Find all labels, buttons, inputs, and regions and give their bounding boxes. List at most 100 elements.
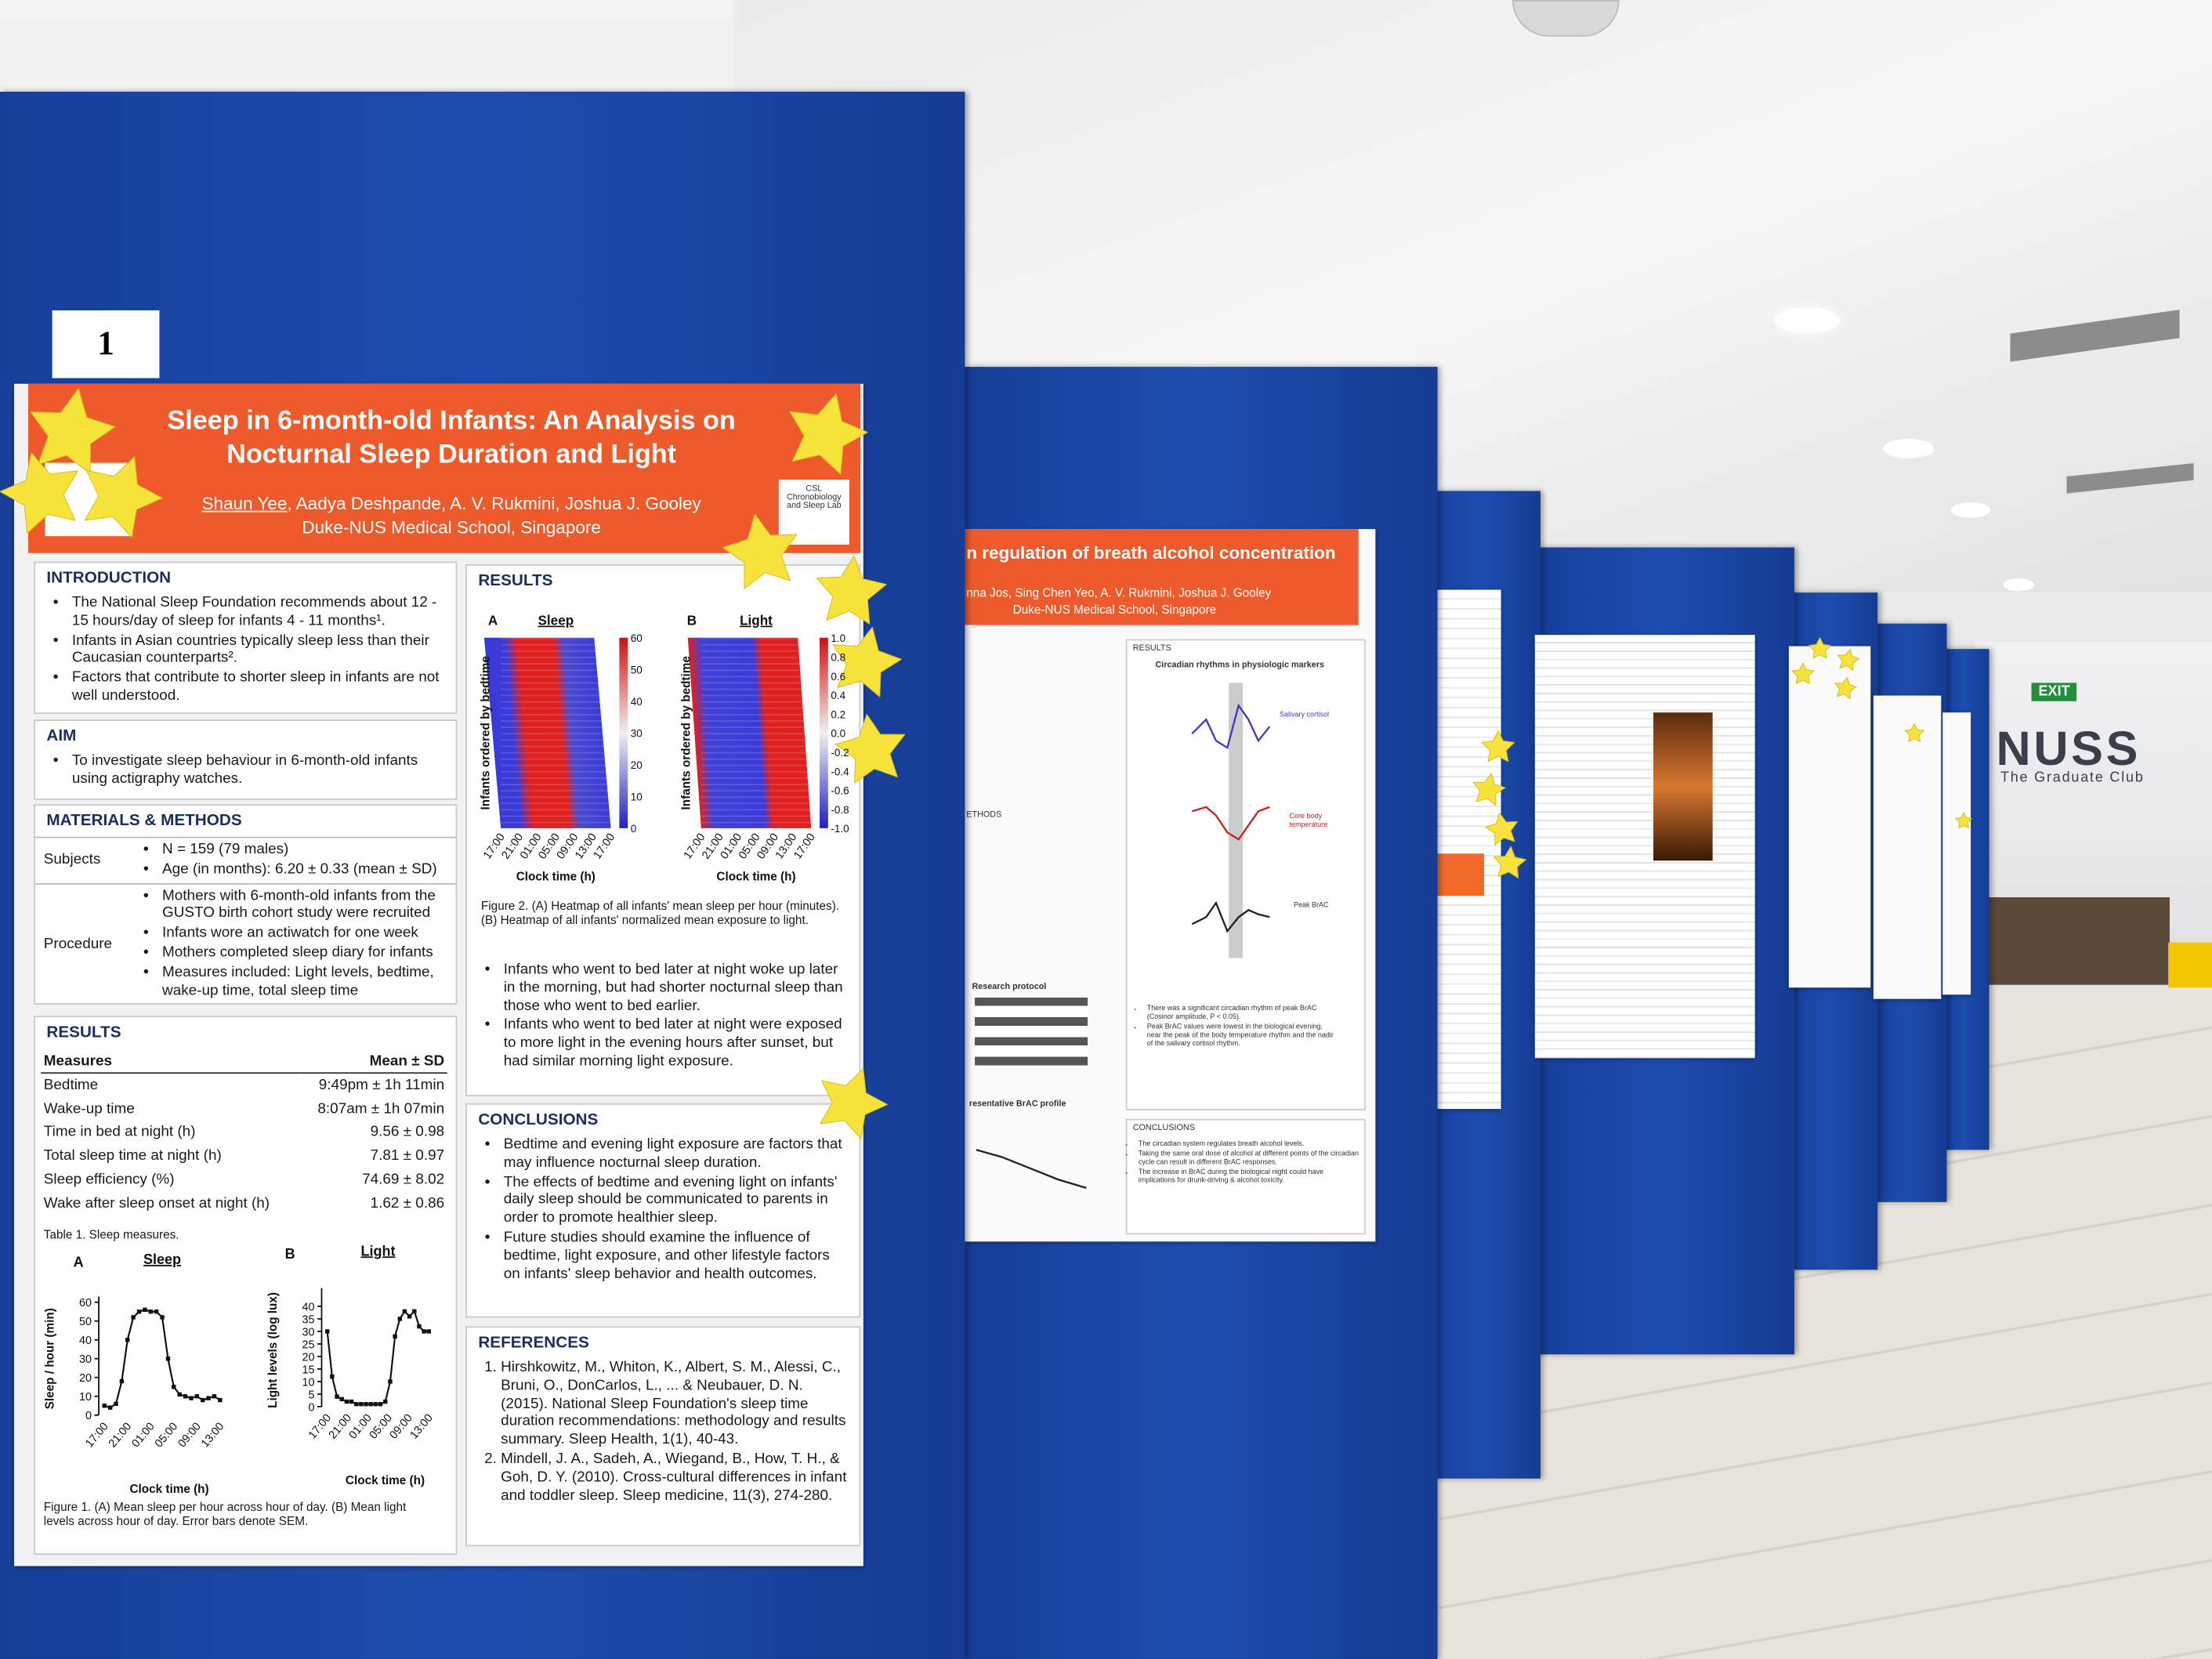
x-tick-label: 13:00 [199,1420,226,1450]
results-text: There was a significant circadian rhythm… [1135,1005,1347,1050]
heatmap-noise [501,758,611,760]
y-tick-label: 20 [302,1351,314,1364]
data-point [417,1324,422,1329]
data-point [131,1315,136,1320]
table-cell: Bedtime [43,1076,99,1093]
heatmap-noise [701,739,812,741]
star-sticker [0,452,78,534]
heatmap-noise [501,707,611,709]
heatmap-noise [701,733,812,735]
x-tick-label: 01:00 [347,1412,375,1442]
data-point [426,1329,432,1334]
heatmap-noise [501,676,611,678]
results-bullets: Infants who went to bed later at night w… [467,961,862,1072]
data-point [422,1329,426,1334]
heatmap-noise [701,777,812,779]
y-tick-label: 20 [79,1372,92,1385]
far-poster [1873,695,1942,999]
conclusions-box: CONCLUSIONS Bedtime and evening light ex… [465,1103,861,1318]
data-point [114,1401,118,1407]
figure-title: Circadian rhythms in physiologic markers [1155,661,1325,671]
list-item: The circadian system regulates breath al… [1139,1140,1361,1149]
conclusions-panel: CONCLUSIONS The circadian system regulat… [1125,1118,1366,1235]
data-point [364,1402,368,1407]
data-point [165,1357,171,1361]
colorbar-tick-label: -0.2 [831,747,849,759]
trace [976,1149,1087,1190]
data-point [125,1338,130,1342]
ceiling-light [2003,578,2035,592]
section-heading: INTRODUCTION [46,570,172,587]
star-sticker [1808,637,1831,659]
colorbar-tick-label: 20 [631,759,643,771]
star-sticker [722,513,798,589]
y-tick-label: 0 [85,1410,92,1422]
far-poster [1942,712,1971,995]
colorbar-tick-label: 60 [631,632,643,644]
heatmap-noise [501,809,611,811]
heatmap-noise [701,758,812,760]
star-sticker [1472,773,1506,806]
colorbar-tick-label: -0.6 [831,785,849,797]
table-cell: Wake after sleep onset at night (h) [43,1194,270,1212]
heatmap-noise [501,701,611,703]
ceiling-light [1950,502,1991,518]
star-sticker [1837,648,1860,672]
list-item: The National Sleep Foundation recommends… [72,594,444,630]
x-tick-label: 09:00 [387,1412,415,1442]
heatmap-noise [701,707,812,709]
star-sticker [84,456,163,538]
star-sticker [1485,812,1519,846]
panel-title: Sleep [538,614,574,628]
conclusions-bullets: The circadian system regulates breath al… [1128,1140,1373,1186]
data-line [103,1309,221,1409]
heatmap-noise [501,637,611,639]
panel-letter: A [74,1255,84,1270]
x-tick-label: 21:00 [327,1412,354,1442]
colorbar-tick-label: -0.8 [831,804,849,816]
introduction-box: INTRODUCTION The National Sleep Foundati… [34,561,458,714]
heatmap-noise [501,777,611,779]
heatmap-noise [701,770,812,773]
table-header: Measures Mean ± SD [41,1051,447,1074]
table-cell: 7.81 ± 0.97 [370,1147,445,1165]
other-authors: , Aadya Deshpande, A. V. Rukmini, Joshua… [287,494,701,514]
data-point [324,1329,330,1334]
heatmap-noise [501,796,611,799]
star-stickers [0,388,1972,1139]
data-point [359,1402,364,1407]
data-point [354,1402,359,1407]
colorbar-tick-label: 0.2 [831,708,845,720]
trace [1191,806,1270,841]
methods-heading: ETHODS [966,811,1002,820]
conclusions-bullets: Bedtime and evening light exposure are f… [467,1136,860,1283]
list-item: Bedtime and evening light exposure are f… [504,1136,848,1172]
data-point [388,1379,393,1384]
x-tick-label: 21:00 [107,1420,134,1450]
heatmap-noise [701,650,812,652]
list-item: N = 159 (79 males) [162,841,444,859]
data-point [218,1397,223,1403]
data-point [378,1402,383,1407]
colorbar-tick-label: -0.4 [831,766,849,777]
x-tick-label: 09:00 [176,1420,203,1450]
list-item: Age (in months): 6.20 ± 0.33 (mean ± SD) [162,860,444,878]
heatmap-noise [501,726,611,728]
data-point [212,1394,217,1399]
methods-box: MATERIALS & METHODS Subjects N = 159 (79 … [34,804,458,1005]
table-cell: Total sleep time at night (h) [43,1147,222,1165]
heatmap-noise [501,745,611,748]
heatmap-noise [501,821,611,824]
heatmap-noise [701,682,812,684]
list-item: Infants who went to bed later at night w… [504,1016,851,1070]
figure-caption: Figure 2. (A) Heatmap of all infants' me… [480,898,840,928]
colorbar-tick-label: -1.0 [831,823,849,835]
y-tick-label: 40 [302,1301,314,1313]
heatmap-noise [701,821,812,824]
heatmap-noise [701,720,812,722]
panel-letter: B [285,1246,295,1262]
panel-title: Sleep [143,1251,181,1267]
methods-items: N = 159 (79 males)Age (in months): 6.20 … [143,841,456,880]
y-tick-label: 10 [302,1376,314,1389]
